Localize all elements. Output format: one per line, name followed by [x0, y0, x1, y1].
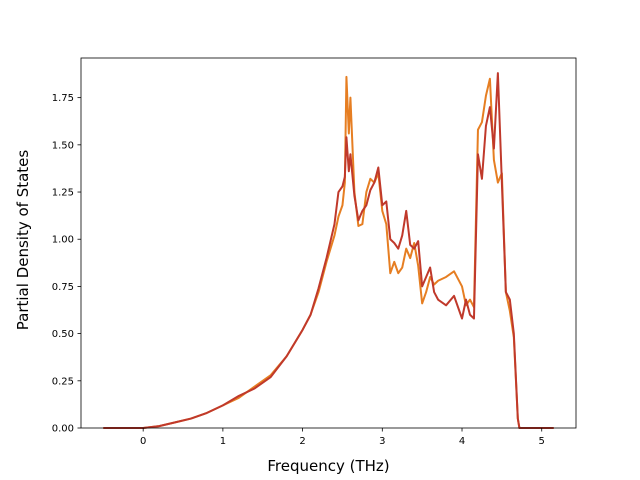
- x-tick-label: 2: [299, 436, 305, 447]
- x-tick-label: 3: [379, 436, 385, 447]
- y-tick-label: 1.75: [52, 93, 74, 104]
- y-tick-label: 1.50: [52, 140, 74, 151]
- x-tick-label: 5: [539, 436, 545, 447]
- x-tick-label: 4: [459, 436, 465, 447]
- series-layer: [103, 72, 554, 429]
- plot-frame: [80, 57, 577, 429]
- y-axis-title: Partial Density of States: [14, 150, 32, 331]
- x-tick-label: 1: [220, 436, 226, 447]
- y-tick-label: 0.25: [52, 376, 74, 387]
- series-line-2: [103, 72, 554, 429]
- y-tick-label: 1.25: [52, 188, 74, 199]
- y-tick-label: 0.75: [52, 282, 74, 293]
- x-axis: 0 1 2 3 4 5: [140, 428, 545, 447]
- x-tick-label: 0: [140, 436, 146, 447]
- y-tick-label: 1.00: [52, 235, 74, 246]
- y-tick-label: 0.00: [52, 424, 74, 435]
- y-tick-label: 0.50: [52, 329, 74, 340]
- y-axis: 0.00 0.25 0.50 0.75 1.00 1.25 1.50 1.75: [52, 93, 81, 435]
- x-axis-title: Frequency (THz): [267, 457, 389, 475]
